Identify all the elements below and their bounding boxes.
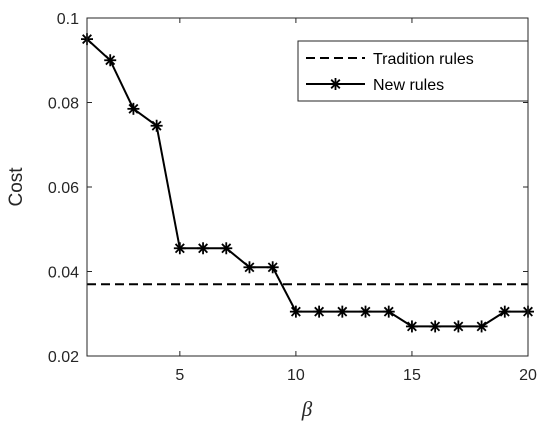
x-tick-label: 20 [519, 367, 537, 384]
x-tick-label: 10 [287, 367, 305, 384]
asterisk-stroke [267, 262, 278, 273]
asterisk-stroke [453, 321, 464, 332]
legend-label-new-rules: New rules [373, 77, 444, 94]
asterisk-stroke [128, 103, 139, 114]
legend-box [297, 40, 529, 102]
data-point-new-rules [150, 119, 163, 132]
asterisk-stroke [330, 79, 341, 89]
y-tick-label: 0.06 [48, 180, 79, 197]
data-point-new-rules [173, 242, 186, 255]
asterisk-stroke [151, 120, 162, 131]
y-tick-label: 0.04 [48, 265, 79, 282]
data-point-new-rules [266, 261, 279, 274]
x-tick-label: 5 [175, 367, 184, 384]
x-axis-title: β [301, 397, 313, 421]
data-point-new-rules [220, 242, 233, 255]
data-point-new-rules [336, 305, 349, 318]
asterisk-stroke [221, 243, 232, 254]
asterisk-stroke [476, 321, 487, 332]
asterisk-stroke [290, 306, 301, 317]
tick-labels: 5 10 15 20 0.02 0.04 0.06 0.08 0.1 [48, 11, 537, 384]
asterisk-stroke [198, 243, 209, 254]
asterisk-stroke [105, 55, 116, 66]
y-tick-label: 0.02 [48, 349, 79, 366]
data-layer [81, 33, 534, 333]
data-point-new-rules [405, 320, 418, 333]
y-axis-title: Cost [6, 167, 27, 207]
asterisk-stroke [244, 262, 255, 273]
asterisk-stroke [314, 306, 325, 317]
data-point-new-rules [289, 305, 302, 318]
asterisk-stroke [383, 306, 394, 317]
x-tick-label: 15 [403, 367, 421, 384]
y-tick-label: 0.08 [48, 96, 79, 113]
legend-label-tradition-rules: Tradition rules [373, 51, 474, 68]
asterisk-stroke [406, 321, 417, 332]
legend-asterisk [329, 78, 342, 90]
data-point-new-rules [243, 261, 256, 274]
ticks-layer [87, 17, 529, 357]
data-point-new-rules [382, 305, 395, 318]
data-point-new-rules [104, 54, 117, 67]
asterisk-stroke [174, 243, 185, 254]
data-point-new-rules [498, 305, 511, 318]
data-point-new-rules [452, 320, 465, 333]
data-point-new-rules [359, 305, 372, 318]
data-point-new-rules [197, 242, 210, 255]
data-point-new-rules [313, 305, 326, 318]
legend-marker-new-rules [329, 78, 342, 90]
legend: Tradition rules New rules [297, 40, 529, 102]
data-point-new-rules [429, 320, 442, 333]
y-tick-label: 0.1 [57, 11, 79, 28]
asterisk-stroke [337, 306, 348, 317]
asterisk-stroke [360, 306, 371, 317]
asterisk-stroke [430, 321, 441, 332]
asterisk-stroke [499, 306, 510, 317]
data-point-new-rules [475, 320, 488, 333]
data-point-new-rules [127, 102, 140, 115]
